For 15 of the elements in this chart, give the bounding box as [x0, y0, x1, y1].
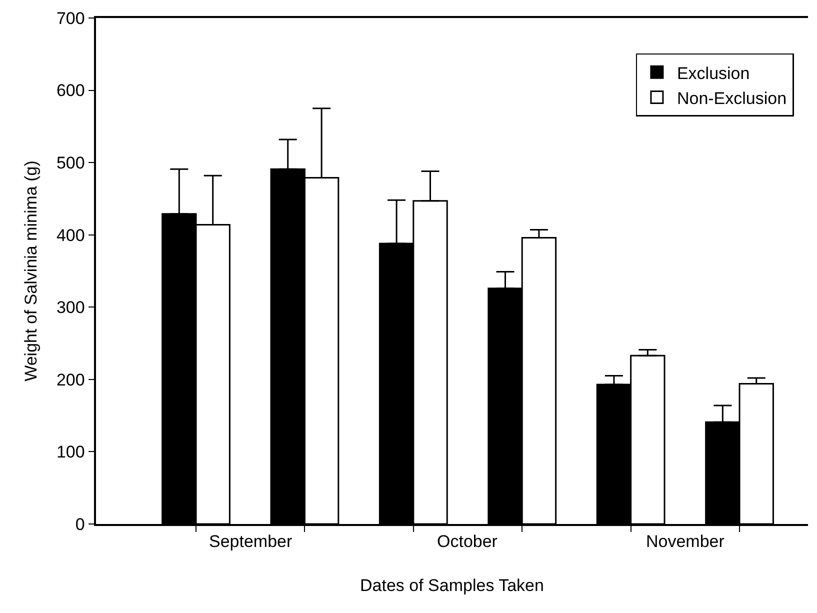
- y-tick-label: 300: [56, 298, 85, 318]
- legend-label: Non-Exclusion: [676, 88, 787, 108]
- y-tick-label: 600: [56, 81, 85, 100]
- x-axis-title: Dates of Samples Taken: [360, 576, 544, 596]
- y-axis-title: Weight of Salvinia minima (g): [22, 160, 41, 382]
- legend-label: Exclusion: [676, 64, 750, 83]
- y-tick-label: 700: [56, 8, 85, 28]
- text: November: [646, 532, 725, 551]
- y-tick-label: 200: [56, 370, 85, 390]
- y-tick-label: 0: [75, 514, 85, 534]
- text: October: [437, 532, 498, 551]
- y-tick-label: 400: [56, 226, 85, 245]
- y-tick-label: 500: [56, 154, 85, 173]
- text: September: [209, 532, 292, 551]
- y-tick-label: 100: [56, 442, 85, 462]
